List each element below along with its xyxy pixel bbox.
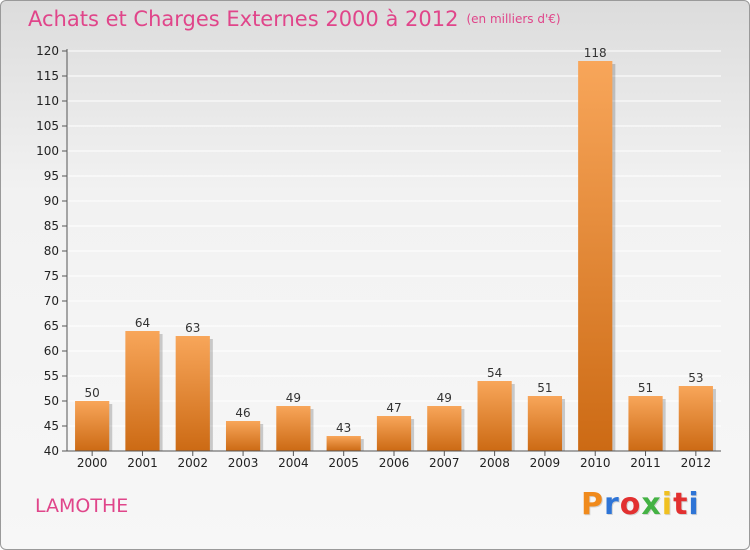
value-label-2007: 49 <box>437 391 452 405</box>
logo-letter: r <box>604 487 620 522</box>
x-tick-label-2010: 2010 <box>580 456 611 470</box>
bar-2012 <box>678 386 713 451</box>
x-tick-label-2000: 2000 <box>77 456 108 470</box>
value-label-2011: 51 <box>638 381 653 395</box>
y-tick-label: 95 <box>44 169 59 183</box>
logo-letter: i <box>688 487 700 522</box>
x-tick-label-2007: 2007 <box>429 456 460 470</box>
logo-letter: x <box>641 487 662 522</box>
y-tick-label: 50 <box>44 394 59 408</box>
value-label-2012: 53 <box>688 371 703 385</box>
value-label-2004: 49 <box>286 391 301 405</box>
y-tick-label: 70 <box>44 294 59 308</box>
value-label-2000: 50 <box>85 386 100 400</box>
logo-letter: o <box>619 487 642 522</box>
y-tick-label: 60 <box>44 344 59 358</box>
bar-2011 <box>628 396 663 451</box>
commune-name: LAMOTHE <box>35 495 129 517</box>
bar-2008 <box>477 381 512 451</box>
y-tick-label: 40 <box>44 444 59 458</box>
y-tick-label: 115 <box>36 69 59 83</box>
bar-2007 <box>427 406 462 451</box>
bar-2005 <box>326 436 361 451</box>
bar-2010 <box>578 61 613 451</box>
x-tick-label-2005: 2005 <box>328 456 359 470</box>
value-label-2006: 47 <box>386 401 401 415</box>
value-label-2010: 118 <box>584 46 607 60</box>
x-tick-label-2011: 2011 <box>630 456 661 470</box>
value-label-2001: 64 <box>135 316 150 330</box>
x-tick-label-2012: 2012 <box>681 456 712 470</box>
y-tick-label: 120 <box>36 44 59 58</box>
bar-2000 <box>75 401 110 451</box>
y-tick-label: 75 <box>44 269 59 283</box>
bar-2004 <box>276 406 311 451</box>
y-tick-label: 85 <box>44 219 59 233</box>
bar-2001 <box>125 331 160 451</box>
logo-letter: t <box>673 487 689 522</box>
chart-title: Achats et Charges Externes 2000 à 2012 (e… <box>28 7 561 31</box>
axes: 40 45 50 55 60 65 70 75 80 85 90 95 100 105 110 115 120 2… <box>36 44 721 470</box>
y-tick-label: 105 <box>36 119 59 133</box>
bars: 50 64 63 46 49 43 47 49 54 51 118 51 53 <box>75 46 716 451</box>
proxiti-logo: Proxiti <box>581 487 700 522</box>
y-tick-label: 90 <box>44 194 59 208</box>
value-label-2008: 54 <box>487 366 502 380</box>
value-label-2005: 43 <box>336 421 351 435</box>
x-tick-label-2006: 2006 <box>379 456 410 470</box>
value-label-2009: 51 <box>537 381 552 395</box>
bar-2003 <box>225 421 261 451</box>
bar-2002 <box>175 336 210 451</box>
x-tick-label-2002: 2002 <box>177 456 208 470</box>
y-tick-label: 110 <box>36 94 59 108</box>
chart-subtitle: (en milliers d'€) <box>466 12 561 26</box>
value-label-2002: 63 <box>185 321 200 335</box>
y-tick-label: 100 <box>36 144 59 158</box>
bar-2006 <box>376 416 412 451</box>
y-tick-label: 55 <box>44 369 59 383</box>
y-tick-label: 80 <box>44 244 59 258</box>
x-tick-label-2004: 2004 <box>278 456 309 470</box>
y-tick-label: 45 <box>44 419 59 433</box>
x-tick-label-2003: 2003 <box>228 456 259 470</box>
chart-title-text: Achats et Charges Externes 2000 à 2012 <box>28 7 459 31</box>
value-label-2003: 46 <box>235 406 250 420</box>
x-tick-label-2009: 2009 <box>530 456 561 470</box>
x-tick-label-2001: 2001 <box>127 456 158 470</box>
logo-letter: i <box>661 487 674 522</box>
bar-2009 <box>527 396 563 451</box>
x-tick-label-2008: 2008 <box>479 456 510 470</box>
y-tick-label: 65 <box>44 319 59 333</box>
logo-letter: P <box>581 487 604 522</box>
grid-lines <box>67 50 721 452</box>
